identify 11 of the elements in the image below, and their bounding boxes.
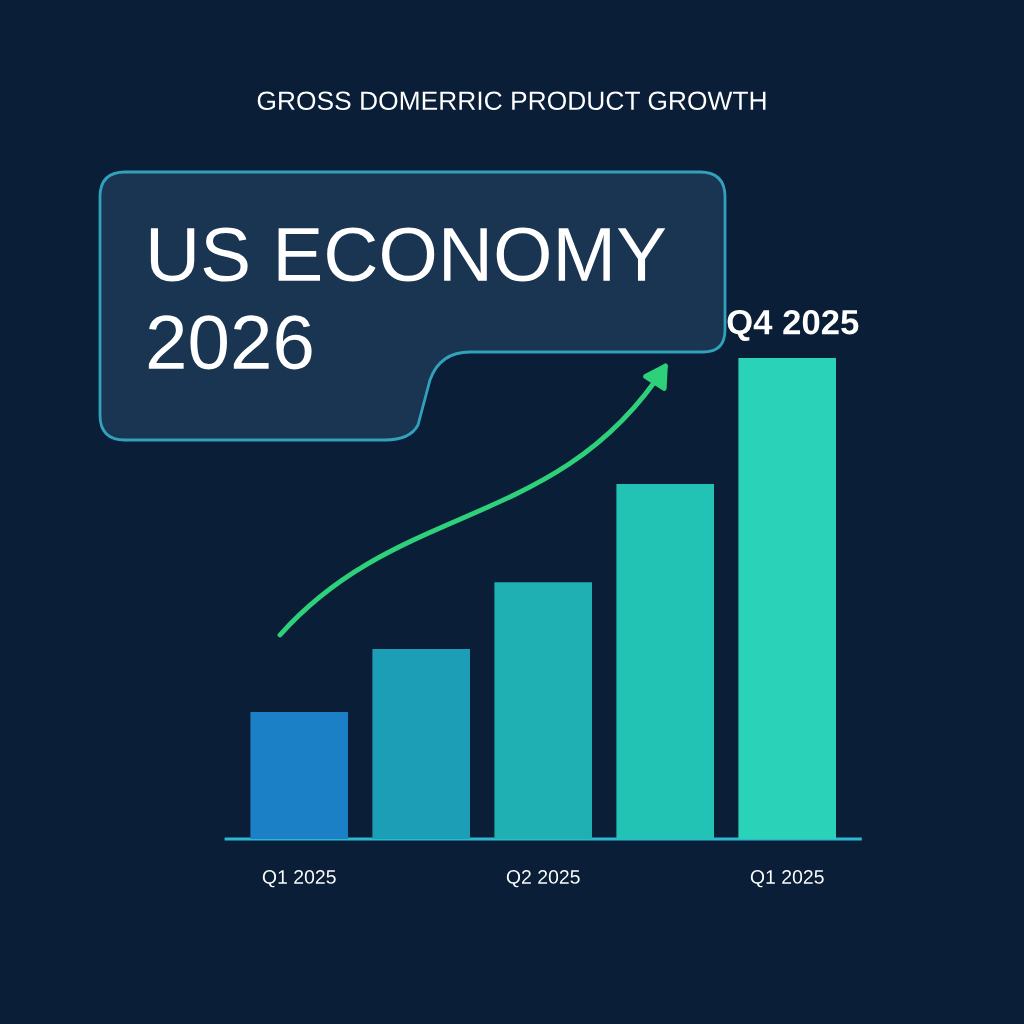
bar: [616, 484, 714, 839]
bar: [372, 649, 470, 839]
chart-title: US ECONOMY 2026: [148, 227, 666, 370]
x-tick-label: Q1 2025: [262, 870, 336, 888]
bar: [250, 712, 348, 839]
x-tick-label: Q1 2025: [750, 870, 824, 888]
bar: [738, 358, 836, 839]
text: Q4 2025: [727, 309, 859, 341]
chart-subtitle: GROSS DOMERRIC PRODUCT GROWTH: [257, 91, 766, 111]
x-tick-label: Q2 2025: [506, 870, 580, 888]
bar: [494, 582, 592, 839]
